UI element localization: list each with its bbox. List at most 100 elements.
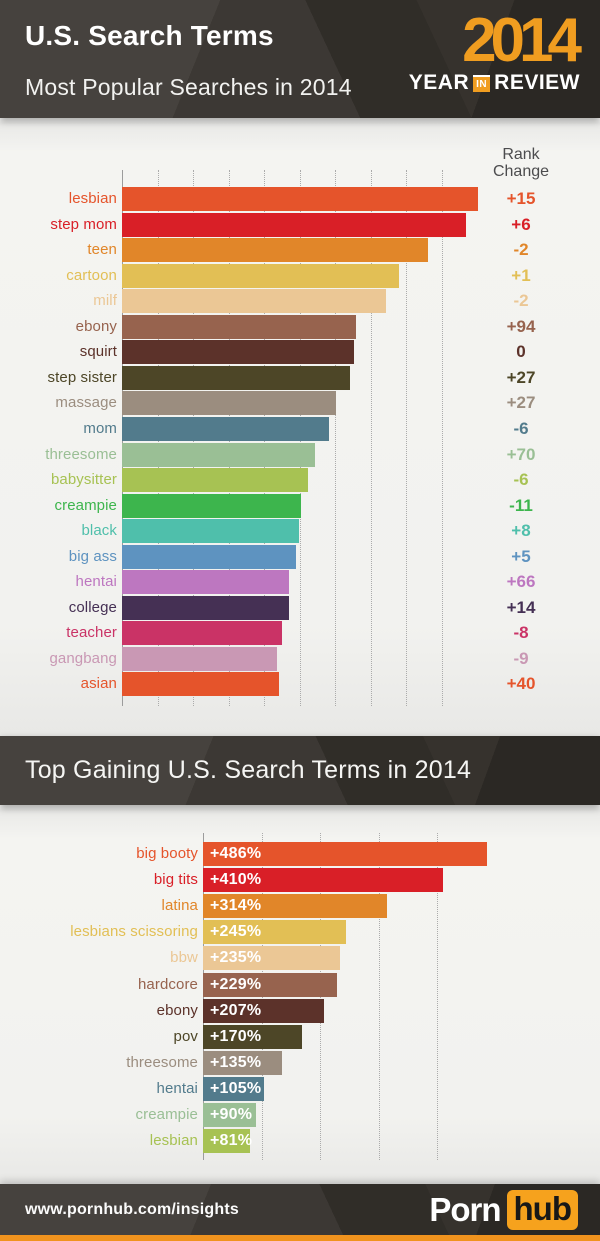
rank-change-value: +66	[506, 572, 536, 591]
bar-label: ebony	[156, 1002, 198, 1019]
popular-search-row: massage +27	[0, 391, 600, 415]
percent-gain-value: +486%	[210, 845, 262, 862]
rank-change-header-line2: Change	[492, 163, 550, 180]
bar-label: mom	[83, 420, 117, 437]
bar	[122, 672, 279, 696]
bar-label: threesome	[45, 446, 117, 463]
top-gaining-row: big tits +410%	[0, 868, 600, 892]
popular-search-row: step sister +27	[0, 366, 600, 390]
popular-search-row: creampie -11	[0, 494, 600, 518]
gridline	[437, 833, 438, 1160]
rank-change-value: -6	[513, 419, 529, 438]
bar	[122, 443, 315, 467]
bar: +245%	[203, 920, 346, 944]
bar-label: ebony	[75, 318, 117, 335]
bar-label: creampie	[135, 1106, 198, 1123]
pornhub-logo-part1: Porn	[429, 1190, 501, 1228]
bar	[122, 417, 329, 441]
bar	[122, 647, 277, 671]
rank-change-value: -2	[513, 291, 529, 310]
bar	[122, 315, 356, 339]
percent-gain-value: +105%	[210, 1080, 262, 1097]
percent-gain-value: +410%	[210, 871, 262, 888]
bar-label: big tits	[153, 871, 198, 888]
bar	[122, 570, 289, 594]
top-gaining-row: ebony +207%	[0, 999, 600, 1023]
bar-label: gangbang	[49, 650, 117, 667]
bar: +314%	[203, 894, 387, 918]
top-gaining-row: hentai +105%	[0, 1077, 600, 1101]
bar: +135%	[203, 1051, 282, 1075]
rank-change-value: +27	[506, 393, 536, 412]
rank-change-value: +94	[506, 317, 536, 336]
bar-label: teen	[87, 241, 117, 258]
rank-change-column-header: Rank Change	[478, 146, 564, 180]
bar	[122, 187, 478, 211]
bar-label: bbw	[170, 949, 198, 966]
bar-label: black	[81, 522, 117, 539]
pornhub-logo-part2: hub	[506, 1189, 578, 1230]
bar	[122, 391, 336, 415]
top-gaining-row: hardcore +229%	[0, 973, 600, 997]
bar	[122, 264, 399, 288]
popular-search-row: gangbang -9	[0, 647, 600, 671]
bar-label: threesome	[126, 1054, 198, 1071]
gridline	[371, 170, 372, 706]
bar	[122, 366, 350, 390]
rank-change-value: -11	[509, 496, 533, 515]
popular-search-row: teen -2	[0, 238, 600, 262]
percent-gain-value: +135%	[210, 1054, 262, 1071]
bar-label: step sister	[47, 369, 117, 386]
bar-label: college	[68, 599, 117, 616]
bar: +90%	[203, 1103, 256, 1127]
popular-search-row: step mom +6	[0, 213, 600, 237]
popular-search-row: ebony +94	[0, 315, 600, 339]
percent-gain-value: +229%	[210, 976, 262, 993]
bar-label: step mom	[50, 216, 117, 233]
page-title: U.S. Search Terms	[25, 20, 274, 51]
rank-change-value: -8	[513, 623, 529, 642]
rank-change-value: +14	[506, 598, 536, 617]
percent-gain-value: +90%	[210, 1106, 253, 1123]
bar	[122, 213, 466, 237]
bar-label: massage	[55, 394, 117, 411]
bar-label: babysitter	[50, 471, 117, 488]
rank-change-header-line1: Rank	[502, 146, 540, 163]
popular-search-row: black +8	[0, 519, 600, 543]
popular-search-row: cartoon +1	[0, 264, 600, 288]
rank-change-value: +70	[506, 445, 536, 464]
logo-year-text: 2014	[462, 6, 582, 75]
bar-label: cartoon	[66, 267, 117, 284]
bar-label: lesbian	[68, 190, 117, 207]
bar-label: squirt	[79, 343, 117, 360]
bar: +235%	[203, 946, 340, 970]
footer: www.pornhub.com/insights Porn hub	[0, 1184, 600, 1235]
rank-change-value: +15	[506, 189, 536, 208]
section2-header: Top Gaining U.S. Search Terms in 2014	[0, 736, 600, 805]
top-gaining-chart: big booty +486% big tits +410% latina +314% le…	[0, 805, 600, 1184]
section2-title: Top Gaining U.S. Search Terms in 2014	[25, 756, 472, 784]
top-gaining-row: lesbians scissoring +245%	[0, 920, 600, 944]
popular-search-row: hentai +66	[0, 570, 600, 594]
rank-change-value: +8	[511, 521, 531, 540]
rank-change-value: +6	[511, 215, 531, 234]
logo-line2: YEAR IN REVIEW	[409, 71, 580, 95]
bar	[122, 468, 308, 492]
bar	[122, 494, 301, 518]
top-gaining-row: bbw +235%	[0, 946, 600, 970]
top-gaining-row: pov +170%	[0, 1025, 600, 1049]
percent-gain-value: +245%	[210, 923, 262, 940]
rank-change-value: -2	[513, 240, 529, 259]
rank-change-value: 0	[516, 342, 526, 361]
bar-label: asian	[80, 675, 117, 692]
top-gaining-row: threesome +135%	[0, 1051, 600, 1075]
popular-search-row: mom -6	[0, 417, 600, 441]
bar: +81%	[203, 1129, 252, 1153]
header: U.S. Search Terms Most Popular Searches …	[0, 0, 600, 118]
bar: +207%	[203, 999, 324, 1023]
rank-change-value: -9	[513, 649, 529, 668]
bar	[122, 289, 386, 313]
bar-label: latina	[161, 897, 198, 914]
bar: +229%	[203, 973, 337, 997]
